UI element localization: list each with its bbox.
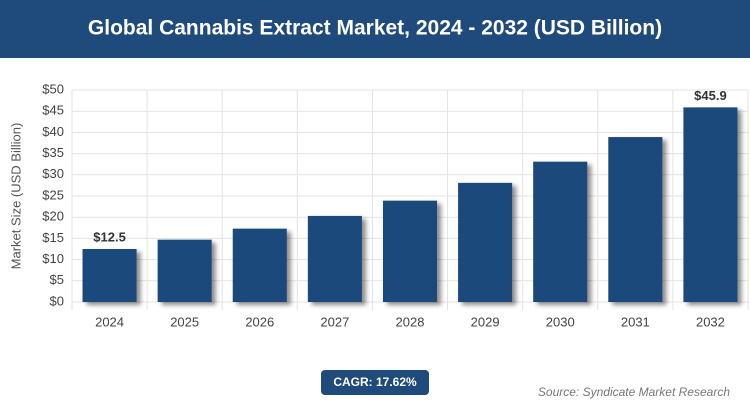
y-axis-title: Market Size (USD Billion) — [8, 123, 23, 270]
bar — [458, 182, 513, 302]
bar — [82, 249, 137, 302]
x-tick-label: 2032 — [696, 314, 725, 329]
y-tick-label: $5 — [50, 272, 64, 287]
y-tick-label: $35 — [42, 145, 64, 160]
source-note: Source: Syndicate Market Research — [538, 385, 730, 399]
x-tick-label: 2026 — [245, 314, 274, 329]
title-banner — [0, 0, 750, 58]
y-tick-label: $15 — [42, 230, 64, 245]
x-tick-label: 2028 — [396, 314, 425, 329]
y-tick-label: $20 — [42, 209, 64, 224]
bar — [533, 161, 588, 302]
y-tick-label: $25 — [42, 187, 64, 202]
x-tick-label: 2024 — [95, 314, 124, 329]
y-tick-label: $40 — [42, 124, 64, 139]
cagr-box — [321, 370, 429, 395]
bar — [232, 228, 287, 302]
x-tick-label: 2031 — [621, 314, 650, 329]
bar — [157, 239, 212, 302]
cagr-label: CAGR: 17.62% — [333, 375, 417, 389]
chart-title: Global Cannabis Extract Market, 2024 - 2… — [88, 17, 662, 40]
data-label: $45.9 — [694, 88, 727, 103]
y-tick-label: $0 — [50, 293, 64, 308]
x-tick-label: 2030 — [546, 314, 575, 329]
bar — [382, 200, 438, 302]
bar — [683, 107, 738, 302]
y-tick-label: $50 — [42, 81, 64, 96]
x-tick-label: 2025 — [170, 314, 199, 329]
data-label: $12.5 — [93, 229, 126, 244]
x-tick-label: 2027 — [320, 314, 349, 329]
y-tick-label: $30 — [42, 166, 64, 181]
bar — [608, 137, 663, 302]
bar — [307, 215, 362, 302]
y-tick-label: $10 — [42, 251, 64, 266]
y-tick-label: $45 — [42, 103, 64, 118]
x-tick-label: 2029 — [471, 314, 500, 329]
